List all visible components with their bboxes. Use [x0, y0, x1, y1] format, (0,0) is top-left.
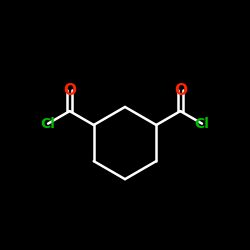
Text: O: O	[63, 83, 76, 98]
Text: Cl: Cl	[40, 116, 56, 130]
Text: Cl: Cl	[194, 116, 210, 130]
Text: O: O	[174, 83, 187, 98]
